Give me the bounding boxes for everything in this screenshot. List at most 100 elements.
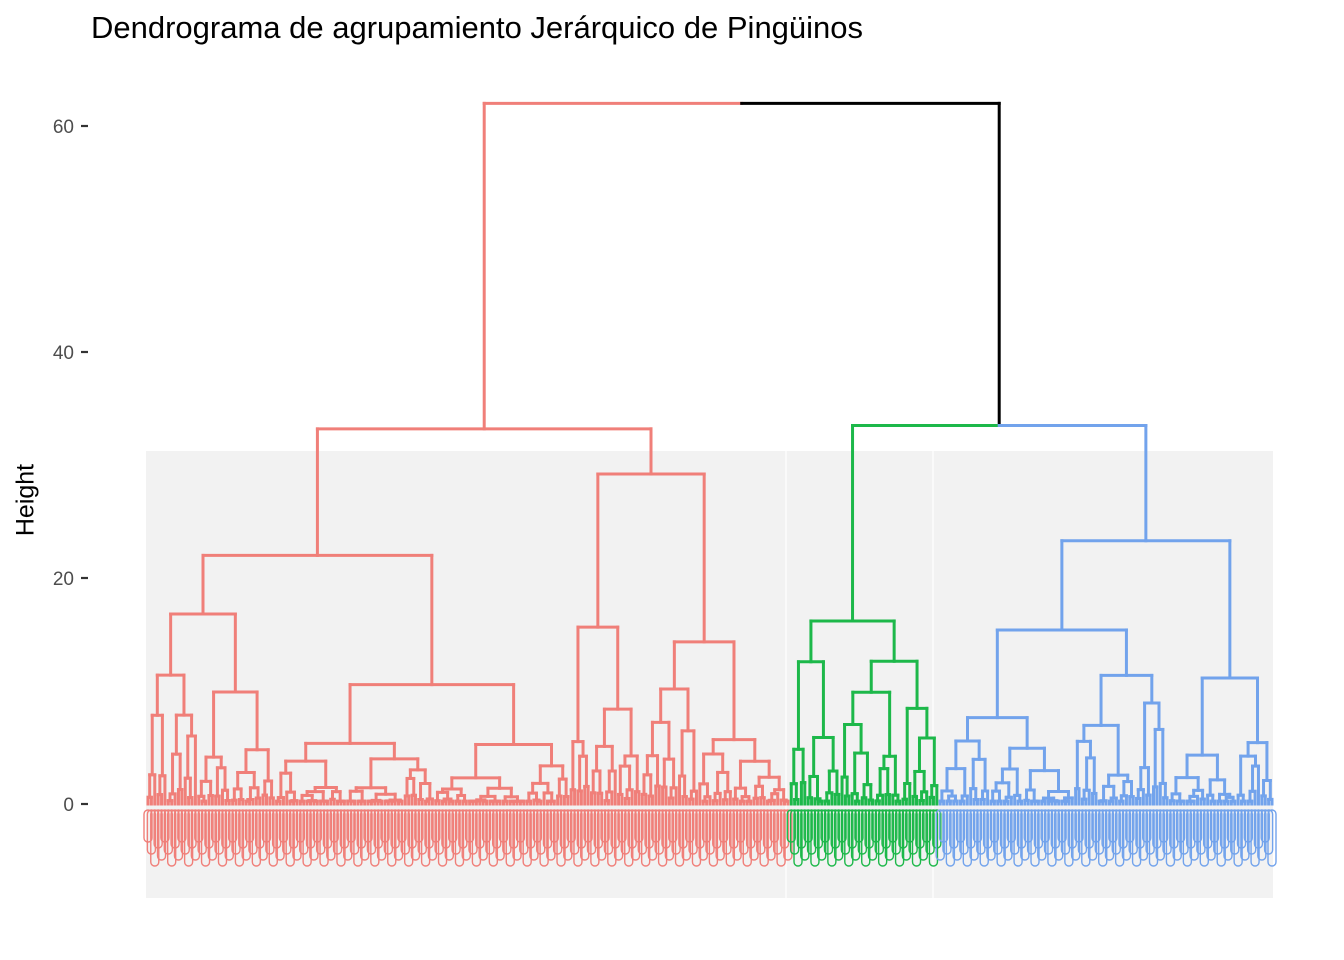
leaf-label [268, 809, 278, 867]
leaf-label [573, 809, 583, 867]
leaf-label [1148, 809, 1159, 867]
leaf-label [1013, 809, 1023, 867]
leaf-label [647, 809, 658, 861]
leaf-label [183, 809, 194, 867]
leaf-label [945, 809, 956, 867]
leaf-label [546, 809, 556, 861]
leaf-label [664, 809, 675, 861]
leaf-label [1020, 809, 1030, 861]
leaf-label [613, 809, 624, 861]
leaf-label [285, 809, 295, 867]
leaf-label [410, 809, 421, 861]
leaf-label [1165, 809, 1176, 867]
leaf-label [241, 809, 251, 861]
leaf-label [512, 809, 522, 861]
leaf-label [1003, 809, 1013, 861]
leaf-label [725, 809, 736, 867]
leaf-label [1155, 809, 1165, 861]
leaf-label [850, 809, 861, 861]
leaf-label [1054, 809, 1064, 861]
leaf-label [234, 809, 245, 867]
y-tick-label: 60 [53, 117, 74, 138]
leaf-label [478, 809, 488, 861]
leaf-label [590, 809, 600, 867]
y-tick-label: 40 [53, 343, 74, 364]
y-tick-label: 0 [63, 795, 74, 816]
leaf-label [817, 809, 827, 861]
leaf-label [986, 809, 996, 861]
leaf-label [444, 809, 455, 861]
leaf-label [1047, 809, 1057, 867]
leaf-label [867, 809, 878, 861]
leaf-label [150, 809, 160, 867]
leaf-label [403, 809, 414, 867]
leaf-label [292, 809, 302, 861]
leaf-label [251, 809, 262, 867]
leaf-label [1189, 809, 1199, 861]
leaf-label [979, 809, 989, 867]
leaf-label [657, 809, 668, 867]
leaf-label [200, 809, 211, 867]
leaf-label [969, 809, 979, 861]
leaf-label [640, 809, 651, 867]
leaf-label [783, 809, 793, 861]
leaf-label [1250, 809, 1260, 867]
leaf-label [207, 809, 218, 861]
leaf-label [166, 809, 177, 867]
leaf-label [1070, 809, 1081, 861]
leaf-label [918, 809, 928, 861]
leaf-label [173, 809, 184, 861]
leaf-label [681, 809, 692, 861]
leaf-label [708, 809, 719, 867]
leaf-label [827, 809, 837, 867]
leaf-label [224, 809, 234, 861]
leaf-label [427, 809, 438, 861]
leaf-label [1121, 809, 1132, 861]
leaf-label [715, 809, 725, 861]
leaf-label [580, 809, 590, 861]
leaf-label [1233, 809, 1243, 867]
leaf-label [488, 809, 499, 867]
leaf-label [326, 809, 336, 861]
leaf-label [454, 809, 465, 867]
y-tick-label: 20 [53, 569, 74, 590]
leaf-label [928, 809, 939, 867]
leaf-label [749, 809, 759, 861]
leaf-label [522, 809, 532, 867]
leaf-label [877, 809, 888, 867]
leaf-label [556, 809, 566, 867]
chart-title: Dendrograma de agrupamiento Jerárquico d… [91, 10, 864, 45]
leaf-label [1098, 809, 1108, 867]
leaf-label [343, 809, 353, 861]
leaf-label [461, 809, 471, 861]
leaf-label [1216, 809, 1226, 867]
leaf-label [1030, 809, 1040, 867]
leaf-label [1199, 809, 1209, 867]
leaf-label [732, 809, 742, 861]
leaf-label [359, 809, 370, 861]
leaf-label [674, 809, 685, 867]
leaf-label [309, 809, 319, 861]
leaf-label [952, 809, 962, 861]
leaf-label [698, 809, 708, 861]
leaf-label [1138, 809, 1149, 861]
leaf-label [742, 809, 752, 867]
leaf-label [607, 809, 617, 867]
leaf-label [437, 809, 448, 867]
leaf-label [935, 809, 945, 861]
leaf-label [996, 809, 1006, 867]
leaf-label [1131, 809, 1142, 867]
leaf-label [319, 809, 329, 867]
leaf-label [471, 809, 482, 867]
leaf-label [529, 809, 539, 861]
leaf-label [336, 809, 346, 867]
leaf-label [1257, 809, 1267, 861]
leaf-label [420, 809, 431, 867]
leaf-label [1182, 809, 1193, 867]
leaf-label [833, 809, 844, 861]
leaf-label [962, 809, 973, 867]
leaf-label [190, 809, 201, 861]
leaf-label [1037, 809, 1047, 861]
leaf-label [759, 809, 769, 867]
